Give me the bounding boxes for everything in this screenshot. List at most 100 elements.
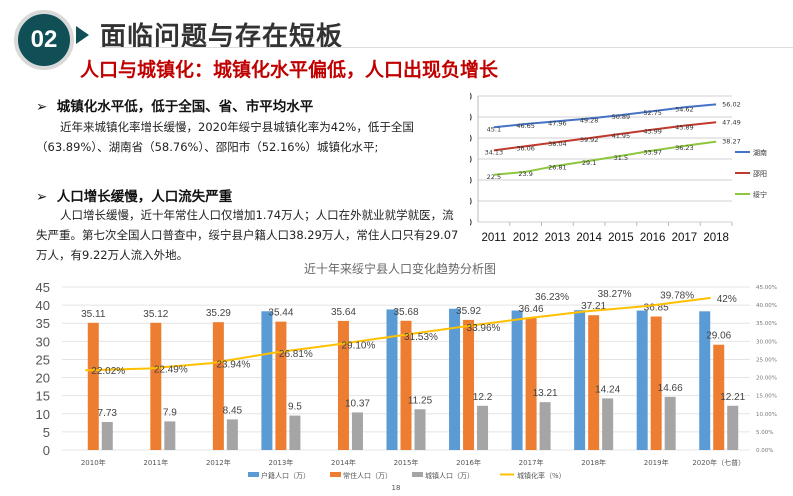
data-label: 41.95 — [612, 132, 631, 140]
bar-data-label: 36.85 — [644, 303, 669, 314]
data-label: 52.75 — [643, 109, 662, 117]
section-number: 02 — [30, 26, 58, 53]
data-label: 36.23 — [675, 144, 694, 152]
bar-chengzhen — [539, 402, 551, 450]
bar-huji — [449, 308, 461, 450]
bar-data-label: 7.9 — [163, 407, 177, 418]
triangle-icon — [76, 26, 89, 44]
data-label: 36.06 — [516, 144, 535, 152]
bar-data-label: 37.21 — [581, 301, 606, 312]
line-data-label: 23.94% — [216, 359, 250, 370]
data-label: 47.96 — [548, 119, 567, 127]
x-tick-label: 2017年 — [519, 458, 544, 467]
data-label: 46.65 — [516, 122, 535, 130]
legend-label: 城镇人口（万） — [425, 471, 474, 480]
y-tick-label: 30 — [36, 334, 50, 349]
body-line: 失严重。第七次全国人口普查中，绥宁县户籍人口38.29万人，常住人口只有29.0… — [36, 228, 459, 242]
bar-changzhu — [588, 315, 600, 450]
line-data-label: 42% — [717, 294, 737, 305]
body-line: 近年来城镇化率增长缓慢，2020年绥宁县城镇化率为42%，低于全国 — [60, 120, 414, 134]
point-body-1: 近年来城镇化率增长缓慢，2020年绥宁县城镇化率为42%，低于全国 （63.89… — [36, 117, 414, 157]
x-tick-label: 2014年 — [331, 458, 356, 467]
bar-data-label: 11.25 — [408, 395, 433, 406]
x-tick-label: 2017 — [672, 232, 698, 244]
x-tick-label: 2018 — [703, 232, 729, 244]
bar-changzhu — [87, 322, 99, 450]
bar-data-label: 10.37 — [345, 398, 370, 409]
data-label: 45.1 — [487, 125, 501, 133]
y2-tick-label: 25.00% — [756, 357, 777, 363]
legend-label: 湖南 — [753, 148, 767, 157]
data-label: 23.9 — [518, 170, 532, 178]
legend-swatch — [330, 472, 341, 477]
series-line-邵阳 — [493, 121, 717, 152]
bar-huji — [574, 310, 586, 450]
line-data-label: 36.23% — [535, 292, 569, 303]
y-tick-label: 20 — [470, 175, 472, 187]
page-number: 18 — [392, 484, 401, 492]
bar-changzhu — [150, 322, 162, 450]
series-line-湖南 — [493, 103, 717, 129]
legend-label: 城镇化率（%） — [517, 471, 566, 480]
y-tick-label: 35 — [36, 316, 50, 331]
bar-chengzhen — [414, 409, 426, 450]
data-label: 26.81 — [548, 164, 567, 172]
x-tick-label: 2014 — [576, 232, 602, 244]
legend-label: 常住人口（万） — [343, 471, 392, 480]
bar-changzhu — [713, 344, 725, 450]
y-tick-label: 60 — [470, 91, 472, 103]
data-label: 39.92 — [580, 136, 599, 144]
data-label: 49.28 — [580, 117, 599, 125]
bar-chengzhen — [226, 419, 238, 450]
line-data-label: 22.49% — [154, 365, 188, 376]
bar-huji — [261, 311, 273, 450]
y2-tick-label: 0.00% — [756, 448, 773, 454]
series-line-绥宁 — [493, 140, 717, 176]
data-label: 56.02 — [722, 100, 741, 108]
title-divider — [100, 47, 793, 48]
line-data-label: 29.10% — [341, 341, 375, 352]
x-tick-label: 2011 — [482, 232, 507, 244]
y2-tick-label: 35.00% — [756, 321, 777, 327]
body-line: 万人，有9.22万人流入外地。 — [36, 248, 189, 262]
bullet-arrow-icon: ➢ — [36, 99, 48, 115]
urbanization-line-chart: 0 10 20 30 40 50 60 2011 2012 2013 2014 2015 2016 201… — [470, 91, 767, 244]
y2-tick-label: 30.00% — [756, 339, 777, 345]
y2-tick-label: 40.00% — [756, 303, 777, 309]
x-tick-label: 2015 — [608, 232, 634, 244]
y2-tick-label: 20.00% — [756, 376, 777, 382]
y-tick-label: 15 — [36, 389, 50, 404]
bar-data-label: 14.24 — [595, 384, 620, 395]
x-tick-label: 2016年 — [456, 458, 481, 467]
data-label: 38.27 — [722, 138, 741, 146]
y-tick-label: 10 — [36, 407, 50, 422]
body-line: 人口增长缓慢，近十年常住人口仅增加1.74万人；人口在外就业就学就医，流 — [60, 208, 454, 222]
y2-tick-label: 45.00% — [756, 285, 777, 291]
legend-label: 邵阳 — [753, 169, 767, 178]
line-data-label: 38.27% — [598, 289, 632, 300]
bar-chengzhen — [101, 422, 113, 450]
y2-tick-label: 10.00% — [756, 412, 777, 418]
y-tick-label: 40 — [470, 133, 472, 145]
bar-chengzhen — [477, 405, 489, 450]
point-heading-2: ➢ 人口增长缓慢，人口流失严重 — [36, 185, 232, 205]
x-tick-label: 2013年 — [268, 458, 293, 467]
y-tick-label: 30 — [470, 154, 472, 166]
bar-data-label: 35.64 — [331, 307, 356, 318]
bar-data-label: 8.45 — [223, 405, 243, 416]
bar-data-label: 35.92 — [456, 306, 481, 317]
y-tick-label: 25 — [36, 352, 50, 367]
bar-huji — [386, 309, 398, 450]
data-label: 45.89 — [675, 124, 694, 132]
population-trend-chart: 近十年来绥宁县人口变化趋势分析图 0 0.00% 5 5.00% 10 10.00% 15 15… — [36, 261, 777, 492]
point-heading-1: ➢ 城镇化水平低，低于全国、省、市平均水平 — [36, 95, 313, 115]
y-tick-label: 20 — [36, 371, 50, 386]
chart-title: 近十年来绥宁县人口变化趋势分析图 — [304, 261, 496, 276]
data-label: 54.62 — [675, 105, 694, 113]
legend-label: 户籍人口（万） — [261, 471, 310, 480]
bar-data-label: 35.44 — [268, 308, 293, 319]
bar-changzhu — [337, 320, 349, 450]
bar-chengzhen — [289, 415, 301, 450]
legend-swatch — [248, 472, 259, 477]
y-tick-label: 0 — [43, 443, 50, 458]
